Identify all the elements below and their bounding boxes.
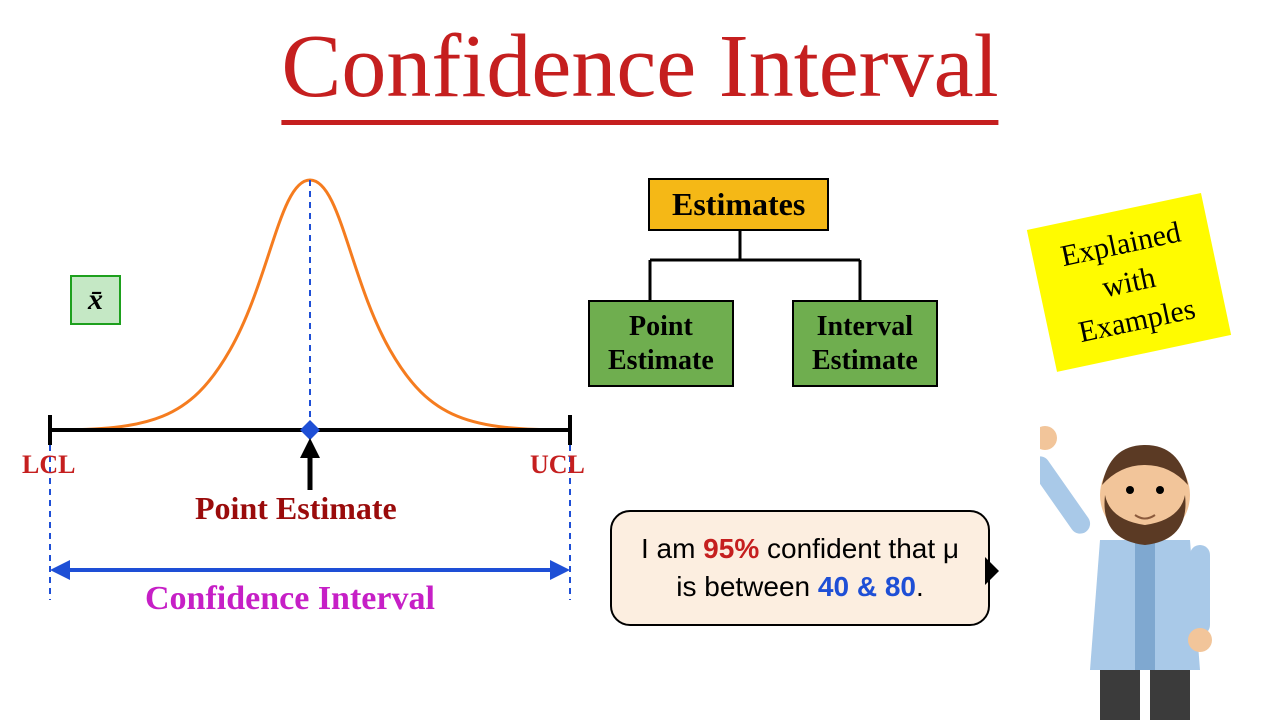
bell-curve-diagram: LCL UCL Point Estimate Confidence Interv… [30, 170, 590, 690]
interval-estimate-l1: Interval [817, 311, 913, 342]
confidence-interval-label: Confidence Interval [145, 580, 435, 618]
badge-l3: Examples [1076, 292, 1199, 349]
character-icon [1040, 420, 1260, 720]
point-estimate-l1: Point [629, 311, 693, 342]
point-estimate-label: Point Estimate [195, 490, 397, 527]
ucl-label: UCL [530, 450, 585, 480]
speech-bubble: I am 95% confident that μ is between 40 … [610, 510, 990, 626]
explained-badge: Explained with Examples [1027, 193, 1231, 372]
interval-estimate-l2: Estimate [812, 345, 918, 376]
center-diamond-marker [300, 420, 320, 440]
point-arrow-head [300, 438, 320, 458]
badge-l1: Explained [1058, 216, 1184, 274]
page-title: Confidence Interval [281, 15, 998, 125]
badge-l2: with [1099, 261, 1158, 304]
bubble-prefix: I am [641, 533, 703, 564]
lcl-label: LCL [22, 450, 75, 480]
bubble-percent: 95% [703, 533, 759, 564]
ci-arrow-left [50, 560, 70, 580]
bubble-suffix: . [916, 571, 924, 602]
estimates-root-box: Estimates [648, 178, 829, 231]
point-estimate-box: Point Estimate [588, 300, 734, 387]
bubble-range: 40 & 80 [818, 571, 916, 602]
point-estimate-l2: Estimate [608, 345, 714, 376]
ci-arrow-right [550, 560, 570, 580]
interval-estimate-box: Interval Estimate [792, 300, 938, 387]
